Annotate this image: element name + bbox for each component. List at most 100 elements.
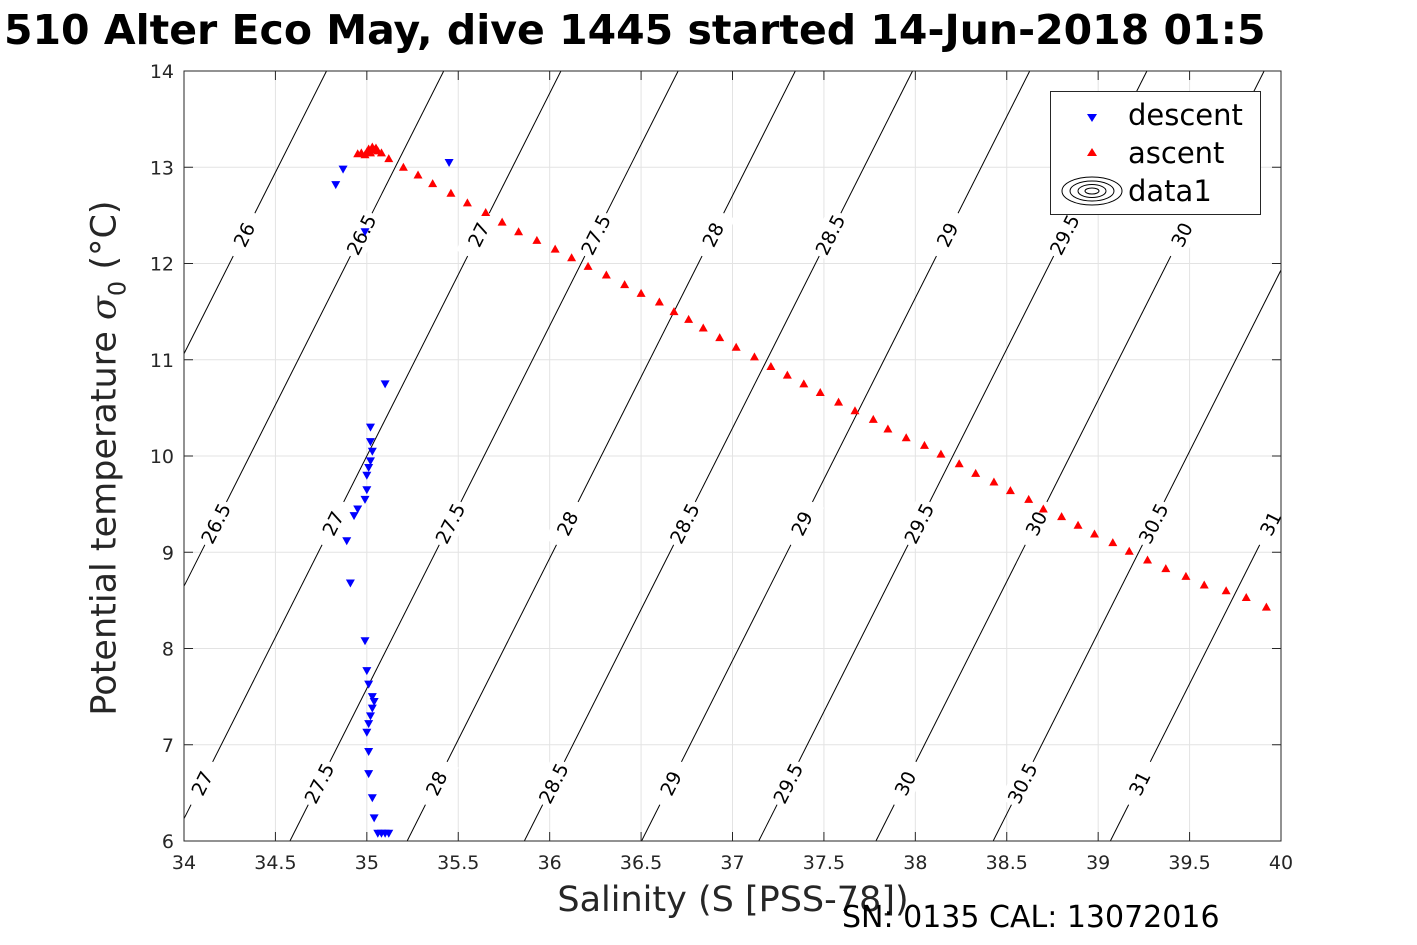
ascent-point (901, 433, 911, 442)
ascent-point (1143, 555, 1153, 564)
ascent-point (684, 314, 694, 323)
descent-point (367, 794, 377, 803)
ascent-point (731, 342, 741, 351)
ascent-point (514, 227, 524, 236)
ascent-point (850, 406, 860, 415)
ascent-point (532, 235, 542, 244)
contour-label-bg (1042, 207, 1087, 262)
contour-label-bg (1130, 496, 1176, 551)
legend-entry-ascent[interactable]: ascent (1051, 134, 1260, 170)
contour-label-bg (296, 755, 342, 811)
ascent-point (1181, 571, 1191, 580)
descent-point (364, 680, 374, 689)
ascent-point (1241, 592, 1251, 601)
contour-label-bg (1013, 496, 1059, 551)
ascent-point (497, 217, 507, 226)
ascent-point (883, 424, 893, 433)
contour-label-bg (1248, 496, 1293, 551)
contour-line (523, 71, 913, 841)
ascent-point (971, 468, 981, 477)
x-tick-label: 37 (720, 852, 744, 874)
contour-label-bg (531, 755, 576, 811)
ascent-point (868, 414, 878, 423)
descent-point (384, 829, 394, 838)
y-tick-label: 10 (150, 446, 174, 468)
x-axis-label: Salinity (S [PSS-78]) (557, 880, 909, 920)
contour-icon (1061, 176, 1123, 206)
descent-point (367, 704, 377, 713)
contour-label-bg (896, 496, 942, 551)
y-tick-label: 14 (150, 61, 174, 83)
descent-point (349, 512, 359, 521)
ascent-point (481, 207, 491, 216)
axis-ticks: 34 34.5 35 35.5 36 36.5 37 37.5 38 38.5 39 39.5 40 6 7… (150, 61, 1293, 874)
descent-point (365, 438, 375, 447)
descent-point (345, 579, 355, 588)
descent-point (362, 486, 372, 495)
ascent-point (1124, 546, 1134, 555)
contour-label-bg (807, 207, 853, 262)
contour-line (184, 71, 562, 820)
contour-label-bg (690, 207, 736, 262)
ascent-point (550, 244, 560, 253)
ascent-point (989, 477, 999, 486)
y-tick-label: 11 (150, 350, 174, 372)
ascent-point (1261, 602, 1271, 611)
contour-label-bg (310, 496, 356, 551)
descent-point (367, 447, 377, 456)
ascent-point (1038, 504, 1048, 513)
x-tick-label: 37.5 (803, 852, 845, 874)
ascent-point (1057, 512, 1067, 521)
legend-entry-descent[interactable]: descent (1051, 96, 1260, 132)
contour-line (406, 71, 796, 841)
x-tick-label: 36.5 (620, 852, 662, 874)
x-tick-label: 35 (355, 852, 379, 874)
ascent-point (669, 307, 679, 316)
descent-point (331, 181, 341, 190)
ascent-point (428, 179, 438, 188)
contour-label-bg (648, 755, 694, 811)
ascent-point (1090, 529, 1100, 538)
ascent-point (462, 198, 472, 207)
y-axis-label: Potential temperature σ0 (°C) (84, 200, 132, 716)
x-tick-label: 34 (172, 852, 196, 874)
ascent-point (446, 188, 456, 197)
x-tick-label: 36 (538, 852, 562, 874)
ascent-point (782, 370, 792, 379)
ascent-point (1024, 494, 1034, 503)
descent-point (360, 495, 370, 504)
x-tick-label: 39 (1086, 852, 1110, 874)
descent-point (353, 505, 363, 514)
descent-point (365, 457, 375, 466)
ascent-point (715, 333, 725, 342)
ascent-point (567, 253, 577, 262)
ascent-point (1221, 586, 1231, 595)
ascent-point (1073, 520, 1083, 529)
descent-point (369, 697, 379, 706)
descent-point (380, 380, 390, 389)
contour-line (289, 71, 679, 841)
chart-title: 510 Alter Eco May, dive 1445 started 14-… (4, 6, 1266, 54)
descent-point (369, 814, 379, 823)
contour-label-bg (662, 496, 707, 551)
ascent-point (636, 288, 646, 297)
contour-line (184, 71, 445, 588)
descent-point (364, 720, 374, 729)
legend-label: descent (1128, 98, 1243, 132)
descent-point (362, 728, 372, 737)
y-tick-label: 13 (150, 157, 174, 179)
contour-line (184, 71, 327, 355)
descent-point (364, 747, 374, 756)
legend[interactable]: descent ascent data1 (1050, 91, 1261, 215)
ascent-point (766, 361, 776, 370)
x-tick-label: 39.5 (1168, 852, 1210, 874)
legend-label: ascent (1128, 136, 1225, 170)
legend-entry-data1[interactable]: data1 (1051, 172, 1260, 208)
ascent-point (413, 170, 423, 179)
contour-label-bg (1117, 755, 1162, 811)
contour-line (1109, 501, 1281, 841)
ascent-point (698, 323, 708, 332)
contour-label-bg (456, 207, 501, 262)
density-contours (184, 71, 1281, 841)
y-tick-label: 9 (162, 542, 174, 564)
